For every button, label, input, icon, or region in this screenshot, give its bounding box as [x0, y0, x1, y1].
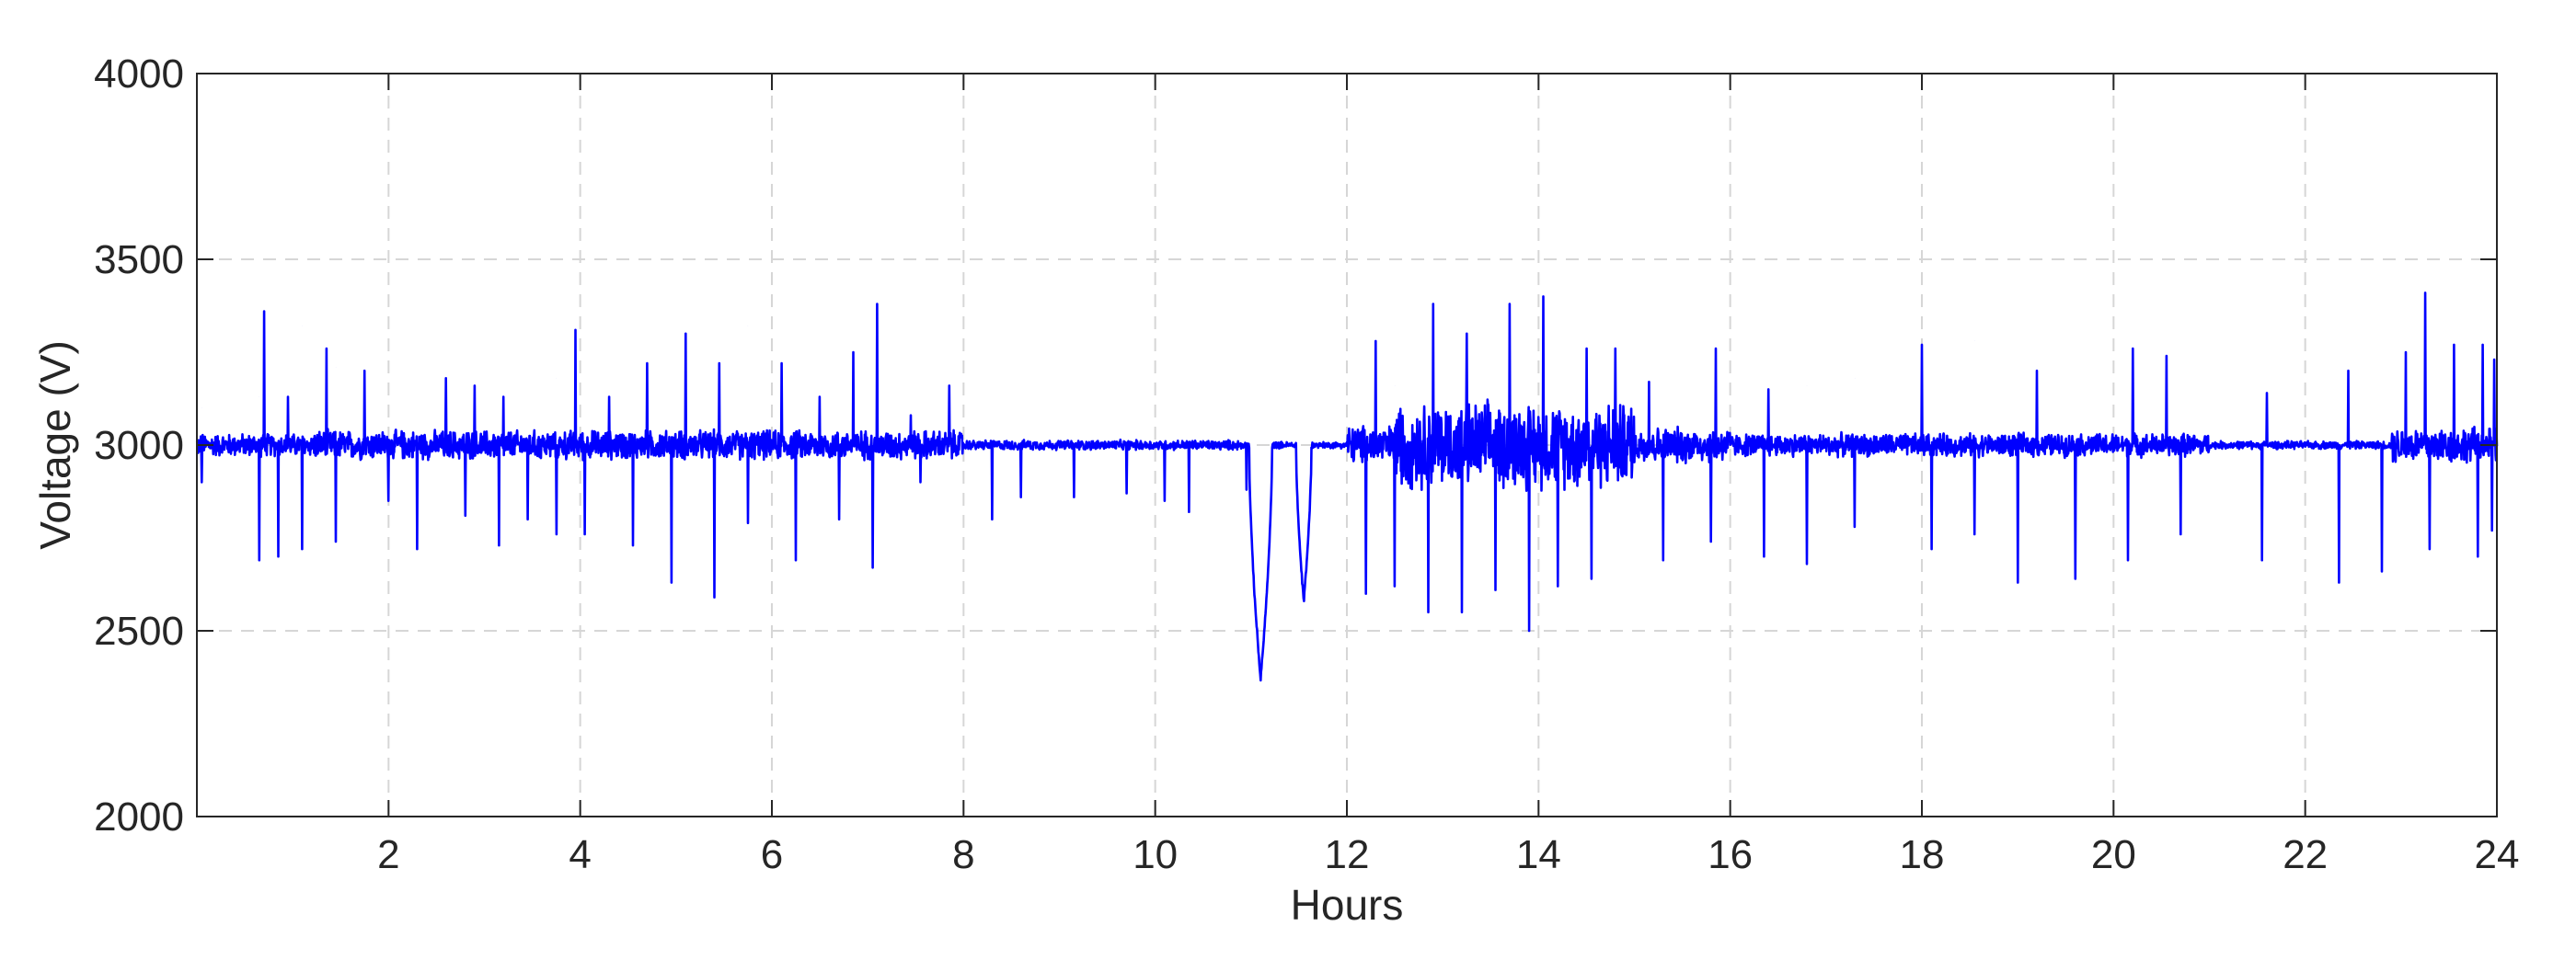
x-tick-label: 24 — [2475, 832, 2520, 877]
y-tick-label: 3500 — [94, 237, 184, 282]
y-axis-title: Voltage (V) — [31, 340, 79, 550]
x-tick-label: 2 — [377, 832, 399, 877]
y-axis-tick-labels: 2000 2500 3000 3500 4000 — [94, 51, 184, 840]
y-tick-label: 2000 — [94, 794, 184, 840]
y-tick-label: 3000 — [94, 423, 184, 468]
y-tick-label: 2500 — [94, 609, 184, 654]
x-tick-label: 12 — [1325, 832, 1370, 877]
x-tick-label: 16 — [1708, 832, 1753, 877]
x-tick-label: 18 — [1900, 832, 1945, 877]
x-tick-label: 8 — [952, 832, 974, 877]
x-tick-label: 4 — [569, 832, 591, 877]
y-tick-label: 4000 — [94, 51, 184, 97]
x-axis-title: Hours — [1291, 881, 1404, 929]
series-layer — [195, 291, 2499, 682]
x-tick-label: 10 — [1133, 832, 1178, 877]
x-axis-tick-labels: 2 4 6 8 10 12 14 16 18 20 22 24 — [377, 832, 2519, 877]
x-tick-label: 6 — [761, 832, 783, 877]
voltage-series-line — [195, 291, 2499, 682]
x-tick-label: 22 — [2283, 832, 2328, 877]
x-tick-label: 14 — [1516, 832, 1561, 877]
x-tick-label: 20 — [2091, 832, 2136, 877]
axis-ticks — [197, 73, 2498, 817]
